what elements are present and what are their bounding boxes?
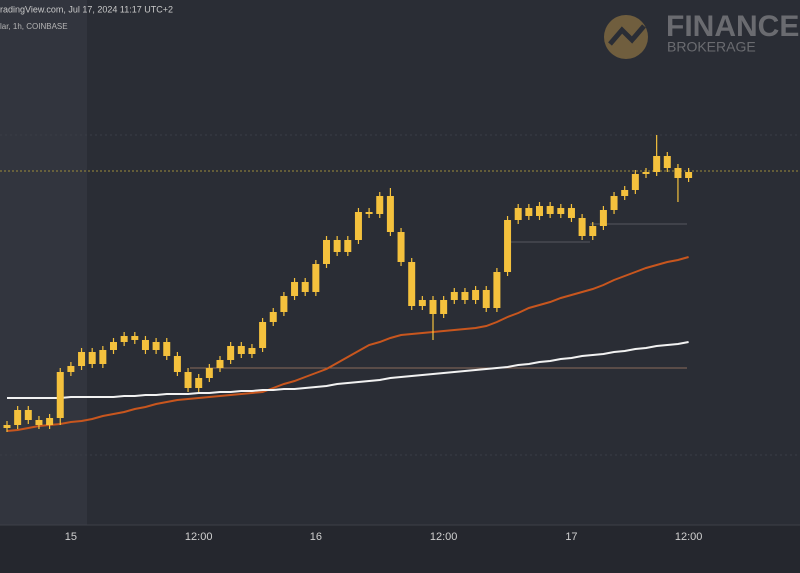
x-tick-label: 12:00: [430, 531, 458, 543]
candle-body: [386, 196, 394, 232]
candle-body: [14, 410, 22, 425]
candle-body: [567, 208, 575, 218]
plot: [3, 135, 693, 432]
candle-body: [418, 300, 426, 306]
candle-body: [312, 264, 320, 292]
candle-body: [131, 336, 139, 340]
candle-body: [3, 425, 11, 428]
candle-body: [621, 190, 629, 196]
candle-body: [152, 342, 160, 350]
candle-body: [259, 322, 267, 348]
candle-body: [141, 340, 149, 350]
candle-body: [248, 348, 256, 354]
candle-body: [99, 350, 107, 364]
candle-body: [504, 220, 512, 272]
moving-average: [6, 256, 689, 432]
x-tick-label: 17: [565, 531, 577, 543]
candle-body: [35, 420, 43, 425]
candle-body: [663, 156, 671, 168]
logo-mark: [604, 15, 648, 59]
candle-body: [536, 206, 543, 216]
candle-body: [163, 342, 171, 356]
candle-body: [546, 206, 554, 214]
candle-body: [440, 300, 448, 314]
candle-body: [184, 372, 192, 388]
candle-body: [642, 172, 650, 174]
candle-body: [269, 312, 277, 322]
candle-body: [493, 272, 501, 308]
candle-body: [376, 196, 384, 214]
candle-body: [482, 290, 490, 308]
candle-body: [88, 352, 96, 364]
candle-body: [674, 168, 682, 178]
candle-body: [408, 262, 416, 306]
candle-body: [216, 360, 224, 368]
candle-body: [46, 418, 54, 425]
candle-body: [610, 196, 618, 210]
candle-body: [333, 240, 341, 252]
candle-body: [653, 156, 661, 172]
candle-body: [291, 282, 299, 296]
candle-body: [365, 212, 373, 214]
candle-body: [195, 378, 203, 388]
candle-body: [450, 292, 458, 300]
candle-body: [173, 356, 181, 372]
logo: FINANCE BROKERAGE: [604, 10, 799, 59]
moving-average: [7, 341, 689, 399]
session-shade: [0, 0, 87, 525]
source-text: radingView.com, Jul 17, 2024 11:17 UTC+2: [0, 4, 173, 14]
candle-body: [578, 218, 586, 236]
candle-body: [429, 300, 437, 314]
candle-body: [685, 172, 693, 178]
logo-name: FINANCE: [666, 10, 799, 43]
candle-body: [589, 226, 597, 236]
candle-body: [525, 208, 533, 216]
logo-arrow: [608, 24, 646, 46]
candle-body: [514, 208, 522, 220]
x-axis-strip: [0, 525, 800, 573]
candle-body: [461, 292, 469, 300]
candle-body: [110, 342, 117, 350]
candle-body: [397, 232, 405, 262]
candle-body: [280, 296, 288, 312]
symbol-text: lar, 1h, COINBASE: [0, 22, 68, 31]
x-tick-label: 16: [310, 531, 322, 543]
candle-body: [78, 352, 86, 366]
candle-body: [599, 210, 607, 226]
candle-body: [344, 240, 352, 252]
x-tick-label: 15: [65, 531, 77, 543]
candle-body: [301, 282, 309, 292]
candle-body: [56, 372, 64, 418]
candle-body: [472, 290, 480, 300]
candle-body: [237, 346, 245, 354]
logo-sub: BROKERAGE: [667, 39, 756, 55]
candle-body: [120, 336, 128, 342]
candle-body: [67, 366, 75, 372]
candle-body: [323, 240, 330, 264]
candle-body: [227, 346, 235, 360]
candle-body: [354, 212, 362, 240]
x-tick-label: 12:00: [185, 531, 213, 543]
x-tick-label: 12:00: [675, 531, 703, 543]
candle-body: [24, 410, 32, 420]
candle-body: [557, 208, 565, 214]
candle-body: [631, 174, 639, 190]
candle-body: [205, 368, 213, 378]
